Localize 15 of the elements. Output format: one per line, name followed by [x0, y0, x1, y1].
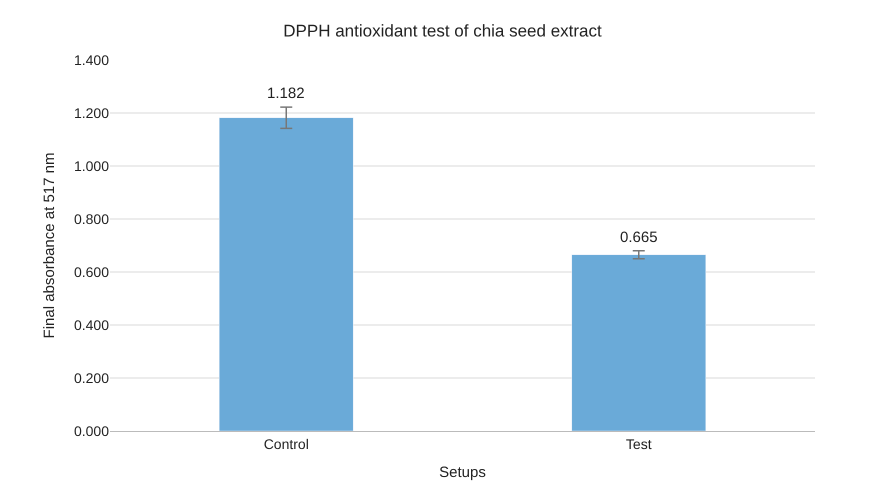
y-tick-label: 0.000	[74, 422, 110, 439]
y-tick-label: 1.400	[74, 52, 110, 68]
y-tick-label: 0.800	[74, 210, 110, 227]
data-label: 1.182	[267, 85, 305, 102]
chart-title: DPPH antioxidant test of chia seed extract	[283, 21, 602, 40]
x-tick-label: Control	[264, 436, 309, 452]
data-label: 0.665	[620, 229, 658, 246]
x-axis-title: Setups	[439, 464, 486, 481]
y-tick-label: 1.200	[74, 104, 110, 121]
x-tick-label: Test	[626, 436, 652, 452]
y-tick-label: 1.000	[74, 158, 110, 174]
y-tick-label: 0.200	[74, 370, 110, 386]
y-tick-label: 0.600	[74, 264, 110, 280]
y-axis-title: Final absorbance at 517 nm	[41, 152, 58, 338]
y-tick-label: 0.400	[74, 316, 110, 333]
